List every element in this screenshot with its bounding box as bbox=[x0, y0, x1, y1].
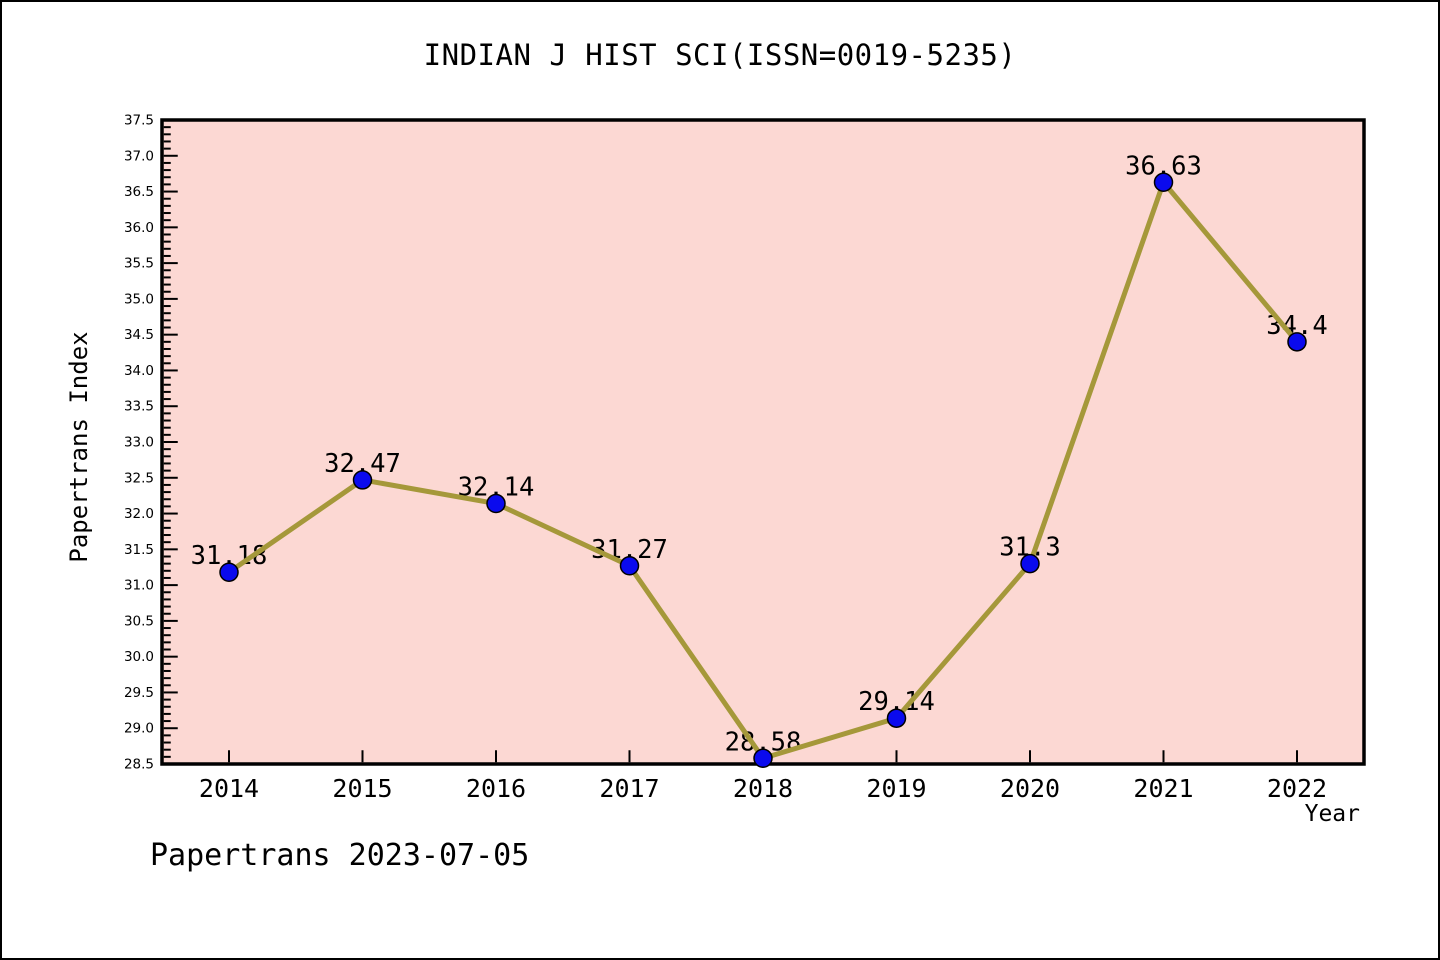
data-point-marker bbox=[352, 470, 373, 490]
x-tick-label: 2018 bbox=[733, 774, 793, 803]
data-point-marker bbox=[1287, 332, 1307, 352]
watermark-text: Papertrans 2023-07-05 bbox=[150, 838, 530, 873]
data-point-marker bbox=[486, 493, 506, 514]
chart-title: INDIAN J HIST SCI(ISSN=0019-5235) bbox=[423, 38, 1017, 72]
y-tick-label: 37.0 bbox=[124, 148, 154, 164]
y-tick-label: 30.5 bbox=[124, 613, 154, 629]
x-tick-label: 2021 bbox=[1133, 774, 1193, 803]
y-axis-label: Papertrans Index bbox=[65, 331, 93, 563]
x-tick-label: 2017 bbox=[599, 774, 659, 803]
y-tick-label: 32.0 bbox=[124, 506, 154, 522]
y-tick-label: 29.0 bbox=[124, 721, 154, 737]
y-tick-label: 33.0 bbox=[124, 435, 154, 451]
data-point-marker bbox=[753, 748, 773, 769]
x-tick-label: 2019 bbox=[866, 774, 926, 803]
x-tick-label: 2020 bbox=[1000, 774, 1060, 803]
x-tick-label: 2022 bbox=[1267, 774, 1327, 803]
data-point-marker bbox=[1153, 172, 1174, 193]
y-tick-label: 31.0 bbox=[124, 578, 154, 594]
data-point-marker bbox=[619, 556, 640, 576]
data-point-marker bbox=[1020, 553, 1040, 574]
y-tick-label: 37.5 bbox=[124, 113, 154, 129]
x-axis-label: Year bbox=[1304, 801, 1360, 827]
data-point-marker bbox=[219, 562, 239, 582]
y-tick-label: 35.5 bbox=[124, 256, 154, 272]
y-tick-label: 34.5 bbox=[124, 327, 154, 343]
y-tick-label: 33.5 bbox=[124, 399, 154, 415]
x-tick-label: 2015 bbox=[332, 774, 392, 803]
y-tick-label: 35.0 bbox=[124, 291, 154, 307]
data-point-marker bbox=[886, 708, 907, 728]
x-tick-label: 2016 bbox=[466, 774, 526, 803]
y-tick-label: 36.0 bbox=[124, 220, 154, 236]
y-tick-label: 29.5 bbox=[124, 685, 154, 701]
y-tick-label: 30.0 bbox=[124, 649, 154, 665]
y-tick-label: 36.5 bbox=[124, 184, 154, 200]
plot-background bbox=[160, 118, 1366, 766]
y-tick-label: 28.5 bbox=[124, 757, 154, 773]
y-tick-label: 34.0 bbox=[124, 363, 154, 379]
y-tick-label: 31.5 bbox=[124, 542, 154, 558]
x-tick-label: 2014 bbox=[199, 774, 259, 803]
y-tick-label: 32.5 bbox=[124, 470, 154, 486]
